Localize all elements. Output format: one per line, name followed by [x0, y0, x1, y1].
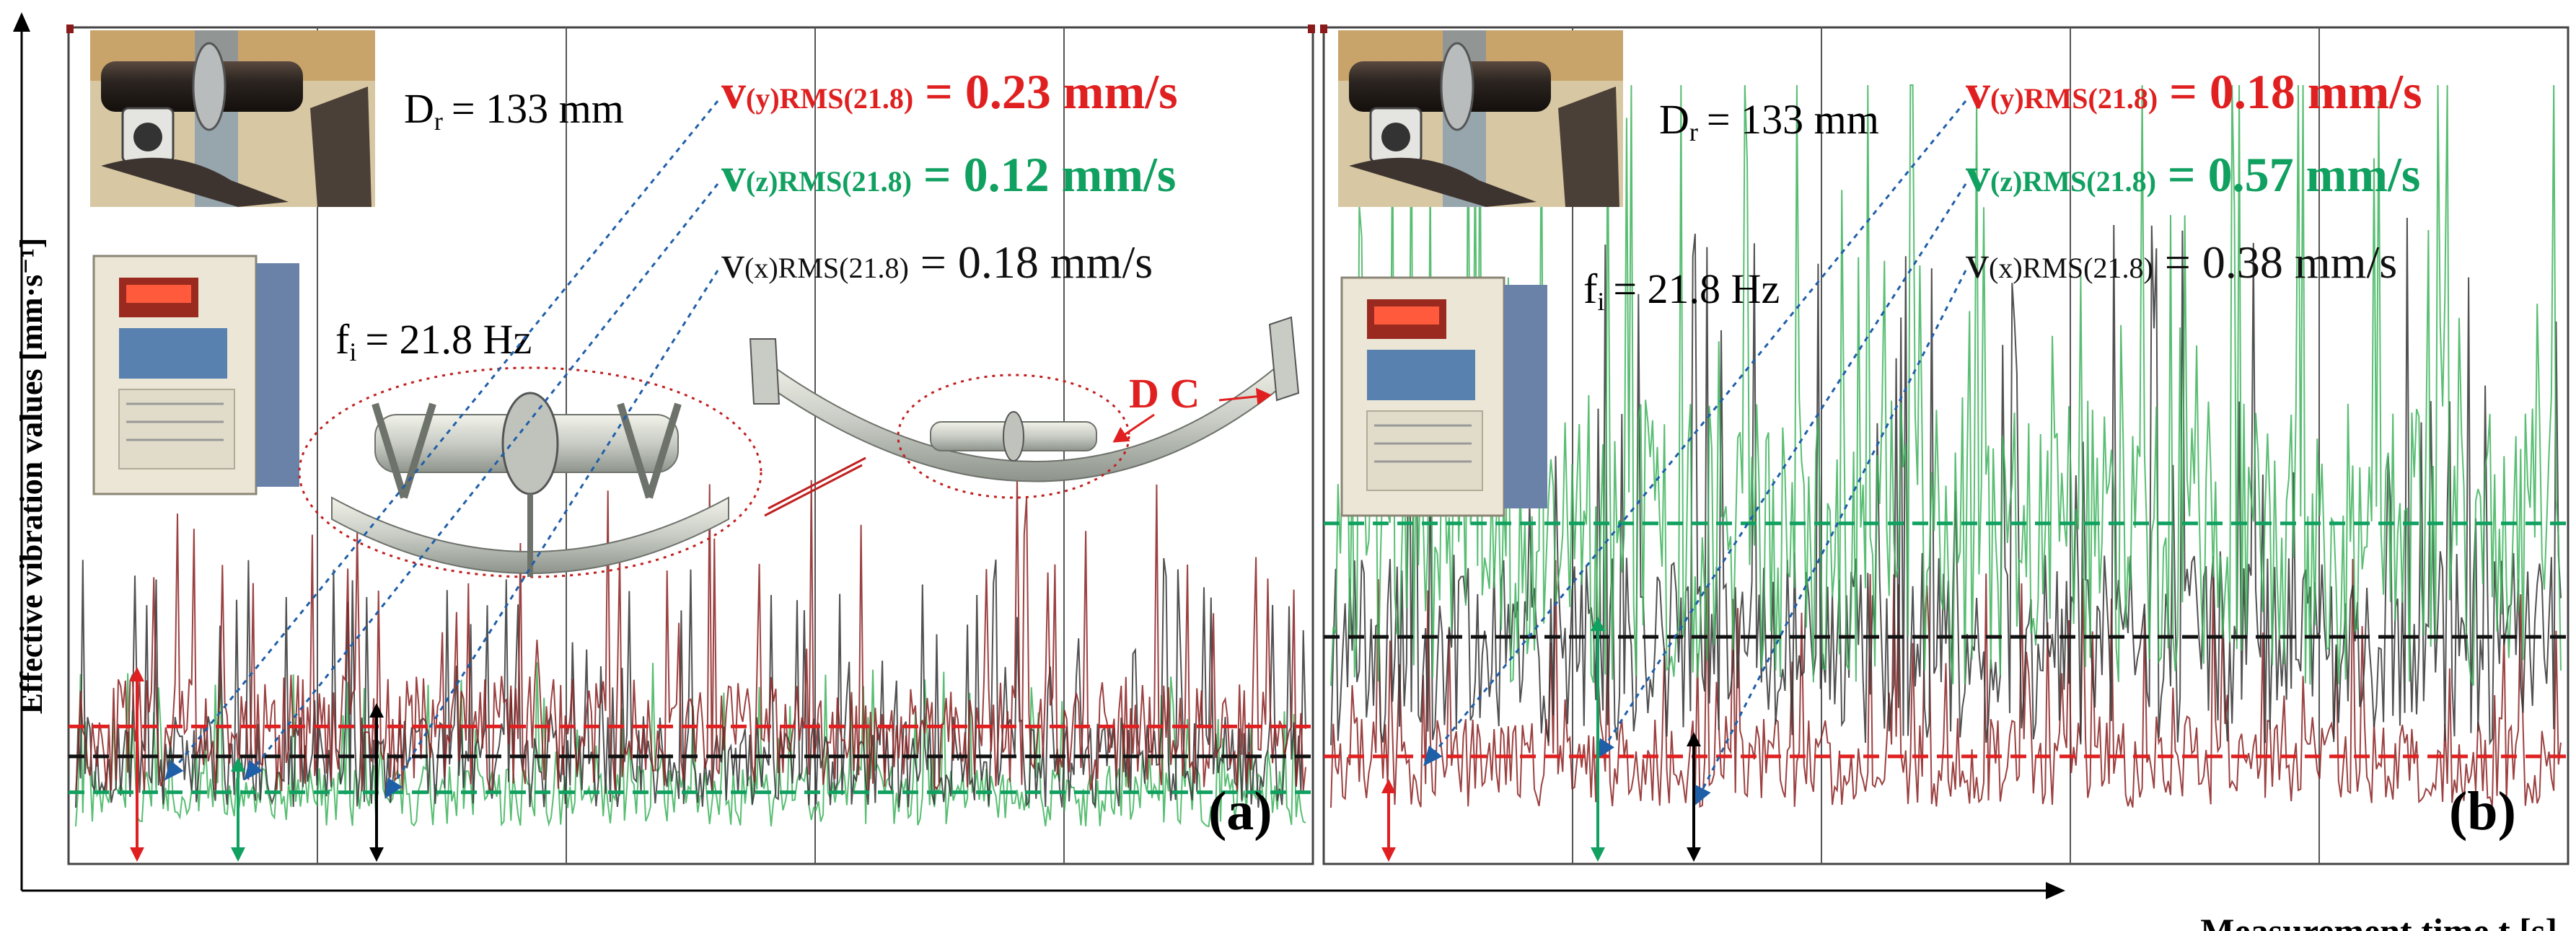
x-axis-label: Measurement time t [s]: [2200, 911, 2557, 931]
svg-text:fi= 21.8 Hz: fi = 21.8 Hz: [335, 316, 532, 366]
svg-text:v(x)RMS(21.8)= 0.38 mm/s: v(x)RMS(21.8) = 0.38 mm/s: [1966, 237, 2397, 288]
global-axes: [13, 12, 2065, 899]
panel-a-rms-x-label: v(x)RMS(21.8) = 0.18 mm/s: [721, 237, 1153, 288]
panel-a-value-arrows: [130, 667, 384, 862]
panel-a-rms-z-label: v(z)RMS(21.8) = 0.12 mm/s: [721, 147, 1176, 202]
panel-b-label: (b): [2449, 781, 2516, 842]
panel-a-traces: [75, 474, 1306, 828]
svg-text:v(z)RMS(21.8)= 0.57 mm/s: v(z)RMS(21.8) = 0.57 mm/s: [1966, 147, 2420, 202]
panel-b-roller-diameter: Dr = 133 mm: [1659, 96, 1879, 146]
panel-a-rms-lines: [69, 724, 1313, 795]
series-line-y: [1330, 559, 2562, 808]
panel-a-pointers: [164, 100, 719, 799]
svg-text:v(z)RMS(21.8)= 0.12 mm/s: v(z)RMS(21.8) = 0.12 mm/s: [721, 147, 1176, 202]
svg-text:Dr= 133 mm: Dr = 133 mm: [404, 85, 624, 136]
panel-a-frequency: fi = 21.8 Hz: [335, 316, 532, 366]
panel-b-pointers: [1423, 100, 1967, 806]
frequency-inverter-photo: [1340, 276, 1547, 517]
series-line-x: [1330, 217, 2562, 746]
series-line-z: [75, 660, 1306, 828]
conveyor-roller-photo: [1338, 30, 1623, 207]
panel-a: Dr = 133 mm fi = 21.8 Hz v(y)RMS(21.8) = 0.…: [66, 25, 1315, 865]
y-axis-label: Effective vibration values [mm·s⁻¹]: [14, 238, 49, 715]
frequency-inverter-photo: [92, 255, 299, 495]
panel-b: Dr = 133 mm fi = 21.8 Hz v(y)RMS(21.8) = 0.…: [1320, 25, 2570, 865]
panel-a-roller-diameter: Dr = 133 mm: [404, 85, 624, 136]
panel-b-rms-lines: [1324, 521, 2568, 759]
detail-highlight-ellipse: [298, 366, 762, 578]
panel-b-rms-x-label: v(x)RMS(21.8) = 0.38 mm/s: [1966, 237, 2397, 288]
panel-a-label: (a): [1208, 781, 1272, 842]
panel-b-frequency: fi = 21.8 Hz: [1583, 265, 1780, 316]
svg-text:v(y)RMS(21.8)= 0.18 mm/s: v(y)RMS(21.8) = 0.18 mm/s: [1966, 64, 2422, 119]
panel-b-value-arrows: [1381, 617, 1701, 862]
svg-text:fi= 21.8 Hz: fi = 21.8 Hz: [1583, 265, 1780, 316]
panel-b-rms-y-label: v(y)RMS(21.8) = 0.18 mm/s: [1966, 64, 2422, 119]
svg-text:v(x)RMS(21.8)= 0.18 mm/s: v(x)RMS(21.8) = 0.18 mm/s: [721, 237, 1153, 288]
series-line-y: [75, 474, 1306, 793]
panel-a-rms-y-label: v(y)RMS(21.8) = 0.23 mm/s: [721, 64, 1178, 119]
series-line-z: [1330, 84, 2562, 687]
panel-a-dc-annotation: D C: [1129, 370, 1200, 417]
idler-set-drawing: D C: [298, 316, 1300, 578]
panel-b-rms-z-label: v(z)RMS(21.8) = 0.57 mm/s: [1966, 147, 2420, 202]
conveyor-roller-photo: [90, 30, 375, 207]
panel-b-traces: [1330, 84, 2562, 808]
svg-text:v(y)RMS(21.8)= 0.23 mm/s: v(y)RMS(21.8) = 0.23 mm/s: [721, 64, 1178, 119]
svg-text:Dr= 133 mm: Dr = 133 mm: [1659, 96, 1879, 146]
